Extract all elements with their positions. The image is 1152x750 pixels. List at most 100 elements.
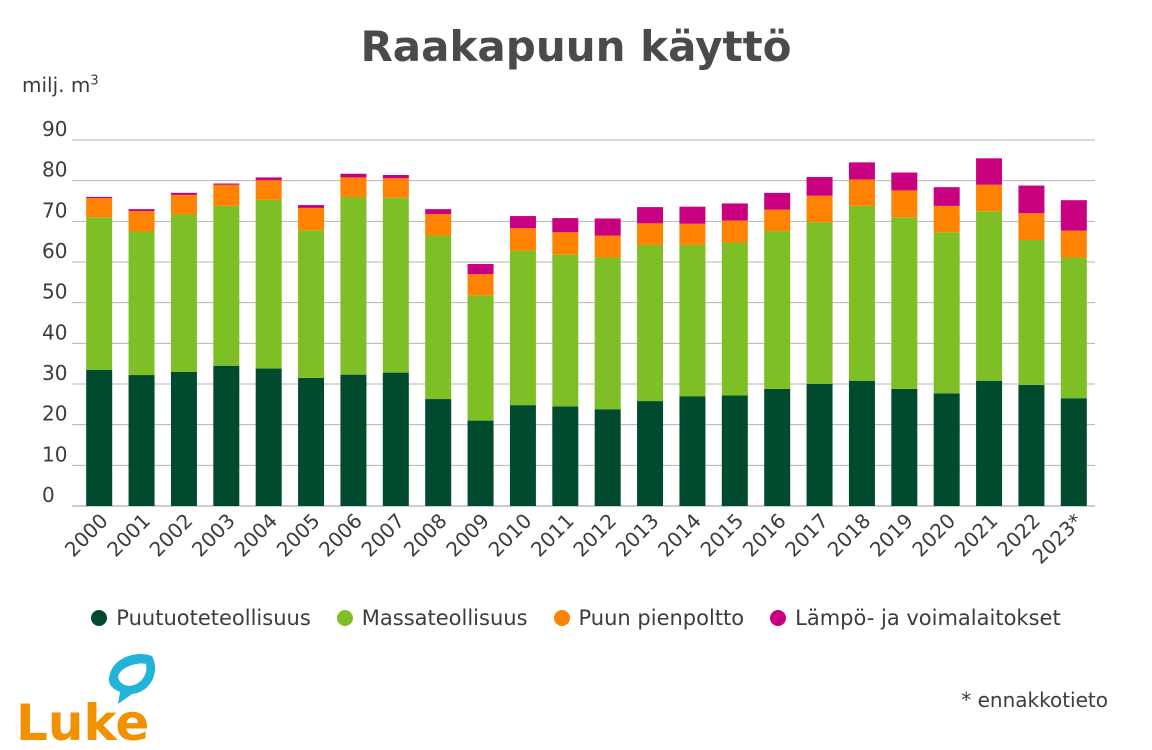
bar-segment xyxy=(1018,240,1045,385)
legend-item: Massateollisuus xyxy=(336,606,528,630)
x-tick-label: 2013 xyxy=(611,509,664,562)
bar-segment xyxy=(86,217,113,370)
stacked-bar-chart: 0102030405060708090200020012002200320042… xyxy=(42,117,1095,569)
y-tick-label: 20 xyxy=(42,402,67,426)
legend-label: Puun pienpoltto xyxy=(578,606,745,630)
bar-segment xyxy=(637,223,664,245)
bar-segment xyxy=(298,230,325,378)
logo-wordmark: Luke xyxy=(16,694,149,746)
bar-segment xyxy=(509,405,536,506)
bar-segment xyxy=(679,223,706,245)
y-tick-label: 80 xyxy=(42,158,67,182)
x-tick-label: 2002 xyxy=(145,509,198,562)
bar-segment xyxy=(594,409,621,506)
y-tick-label: 40 xyxy=(42,320,67,344)
bar-segment xyxy=(425,214,452,236)
bar-segment xyxy=(213,365,240,506)
bar-segment xyxy=(340,374,367,506)
bar-segment xyxy=(637,244,664,402)
legend-item: Puutuoteteollisuus xyxy=(91,606,311,630)
bar-segment xyxy=(637,207,664,224)
bar-segment xyxy=(170,192,197,195)
bar-segment xyxy=(679,244,706,397)
bar-segment xyxy=(1060,398,1087,506)
bar-segment xyxy=(298,205,325,208)
bar-segment xyxy=(128,375,155,506)
bar-segment xyxy=(213,183,240,185)
bar-segment xyxy=(298,207,325,231)
bar-segment xyxy=(213,205,240,366)
bar-segment xyxy=(509,216,536,229)
bar-segment xyxy=(128,209,155,212)
bar-segment xyxy=(509,250,536,406)
bar-segment xyxy=(340,196,367,375)
bar-segment xyxy=(509,228,536,251)
bar-segment xyxy=(255,180,282,200)
legend-swatch xyxy=(336,610,353,626)
bar-segment xyxy=(848,205,875,381)
bar-segment xyxy=(806,222,833,384)
bar-segment xyxy=(848,380,875,506)
bar-segment xyxy=(425,209,452,215)
bar-segment xyxy=(764,209,791,232)
bar-segment xyxy=(340,173,367,178)
x-tick-label: 2011 xyxy=(526,509,579,562)
y-tick-label: 60 xyxy=(42,239,67,263)
bar-segment xyxy=(679,206,706,224)
x-tick-label: 2005 xyxy=(272,509,325,562)
legend-label: Puutuoteteollisuus xyxy=(116,606,311,630)
bar-segment xyxy=(721,220,748,243)
bar-segment xyxy=(764,231,791,389)
bar-segment xyxy=(128,231,155,376)
x-tick-label: 2008 xyxy=(399,509,452,562)
bar-segment xyxy=(933,187,960,206)
bar-segment xyxy=(891,217,918,389)
x-tick-label: 2009 xyxy=(441,509,494,562)
legend-label: Lämpö- ja voimalaitokset xyxy=(795,606,1061,630)
bar-segment xyxy=(637,401,664,506)
bar-segment xyxy=(976,158,1003,185)
y-tick-label: 0 xyxy=(42,483,55,507)
bar-segment xyxy=(764,192,791,210)
x-tick-label: 2018 xyxy=(823,509,876,562)
x-tick-label: 2021 xyxy=(950,509,1003,562)
bar-segment xyxy=(382,178,409,198)
bar-segment xyxy=(382,174,409,179)
bar-segment xyxy=(594,235,621,258)
bar-segment xyxy=(255,177,282,181)
y-tick-label: 90 xyxy=(42,117,67,141)
bar-segment xyxy=(425,399,452,506)
bar-segment xyxy=(976,211,1003,381)
bar-segment xyxy=(170,194,197,215)
bar-segment xyxy=(382,197,409,373)
x-tick-label: 2016 xyxy=(738,509,791,562)
x-tick-label: 2004 xyxy=(229,509,282,562)
x-tick-label: 2003 xyxy=(187,509,240,562)
x-tick-label: 2000 xyxy=(60,509,113,562)
bar-segment xyxy=(1060,200,1087,231)
bar-segment xyxy=(170,371,197,506)
bar-segment xyxy=(425,235,452,400)
bar-segment xyxy=(86,369,113,506)
x-tick-label: 2012 xyxy=(568,509,621,562)
bar-segment xyxy=(1060,257,1087,399)
legend-swatch xyxy=(770,610,787,626)
bar-segment xyxy=(806,195,833,223)
y-axis-unit-label: milj. m3 xyxy=(22,73,99,97)
bar-segment xyxy=(340,177,367,197)
y-tick-label: 30 xyxy=(42,361,67,385)
bar-segment xyxy=(976,380,1003,506)
bar-segment xyxy=(213,184,240,206)
legend-item: Lämpö- ja voimalaitokset xyxy=(770,606,1061,630)
leaf-icon xyxy=(108,654,156,704)
x-tick-label: 2010 xyxy=(484,509,537,562)
y-tick-label: 10 xyxy=(42,442,67,466)
bar-segment xyxy=(891,388,918,506)
bar-segment xyxy=(467,264,494,275)
x-tick-label: 2017 xyxy=(780,509,833,562)
bar-segment xyxy=(86,198,113,218)
bar-segment xyxy=(1018,213,1045,241)
x-tick-label: 2015 xyxy=(695,509,748,562)
bar-segment xyxy=(594,257,621,410)
x-tick-label: 2001 xyxy=(102,509,155,562)
